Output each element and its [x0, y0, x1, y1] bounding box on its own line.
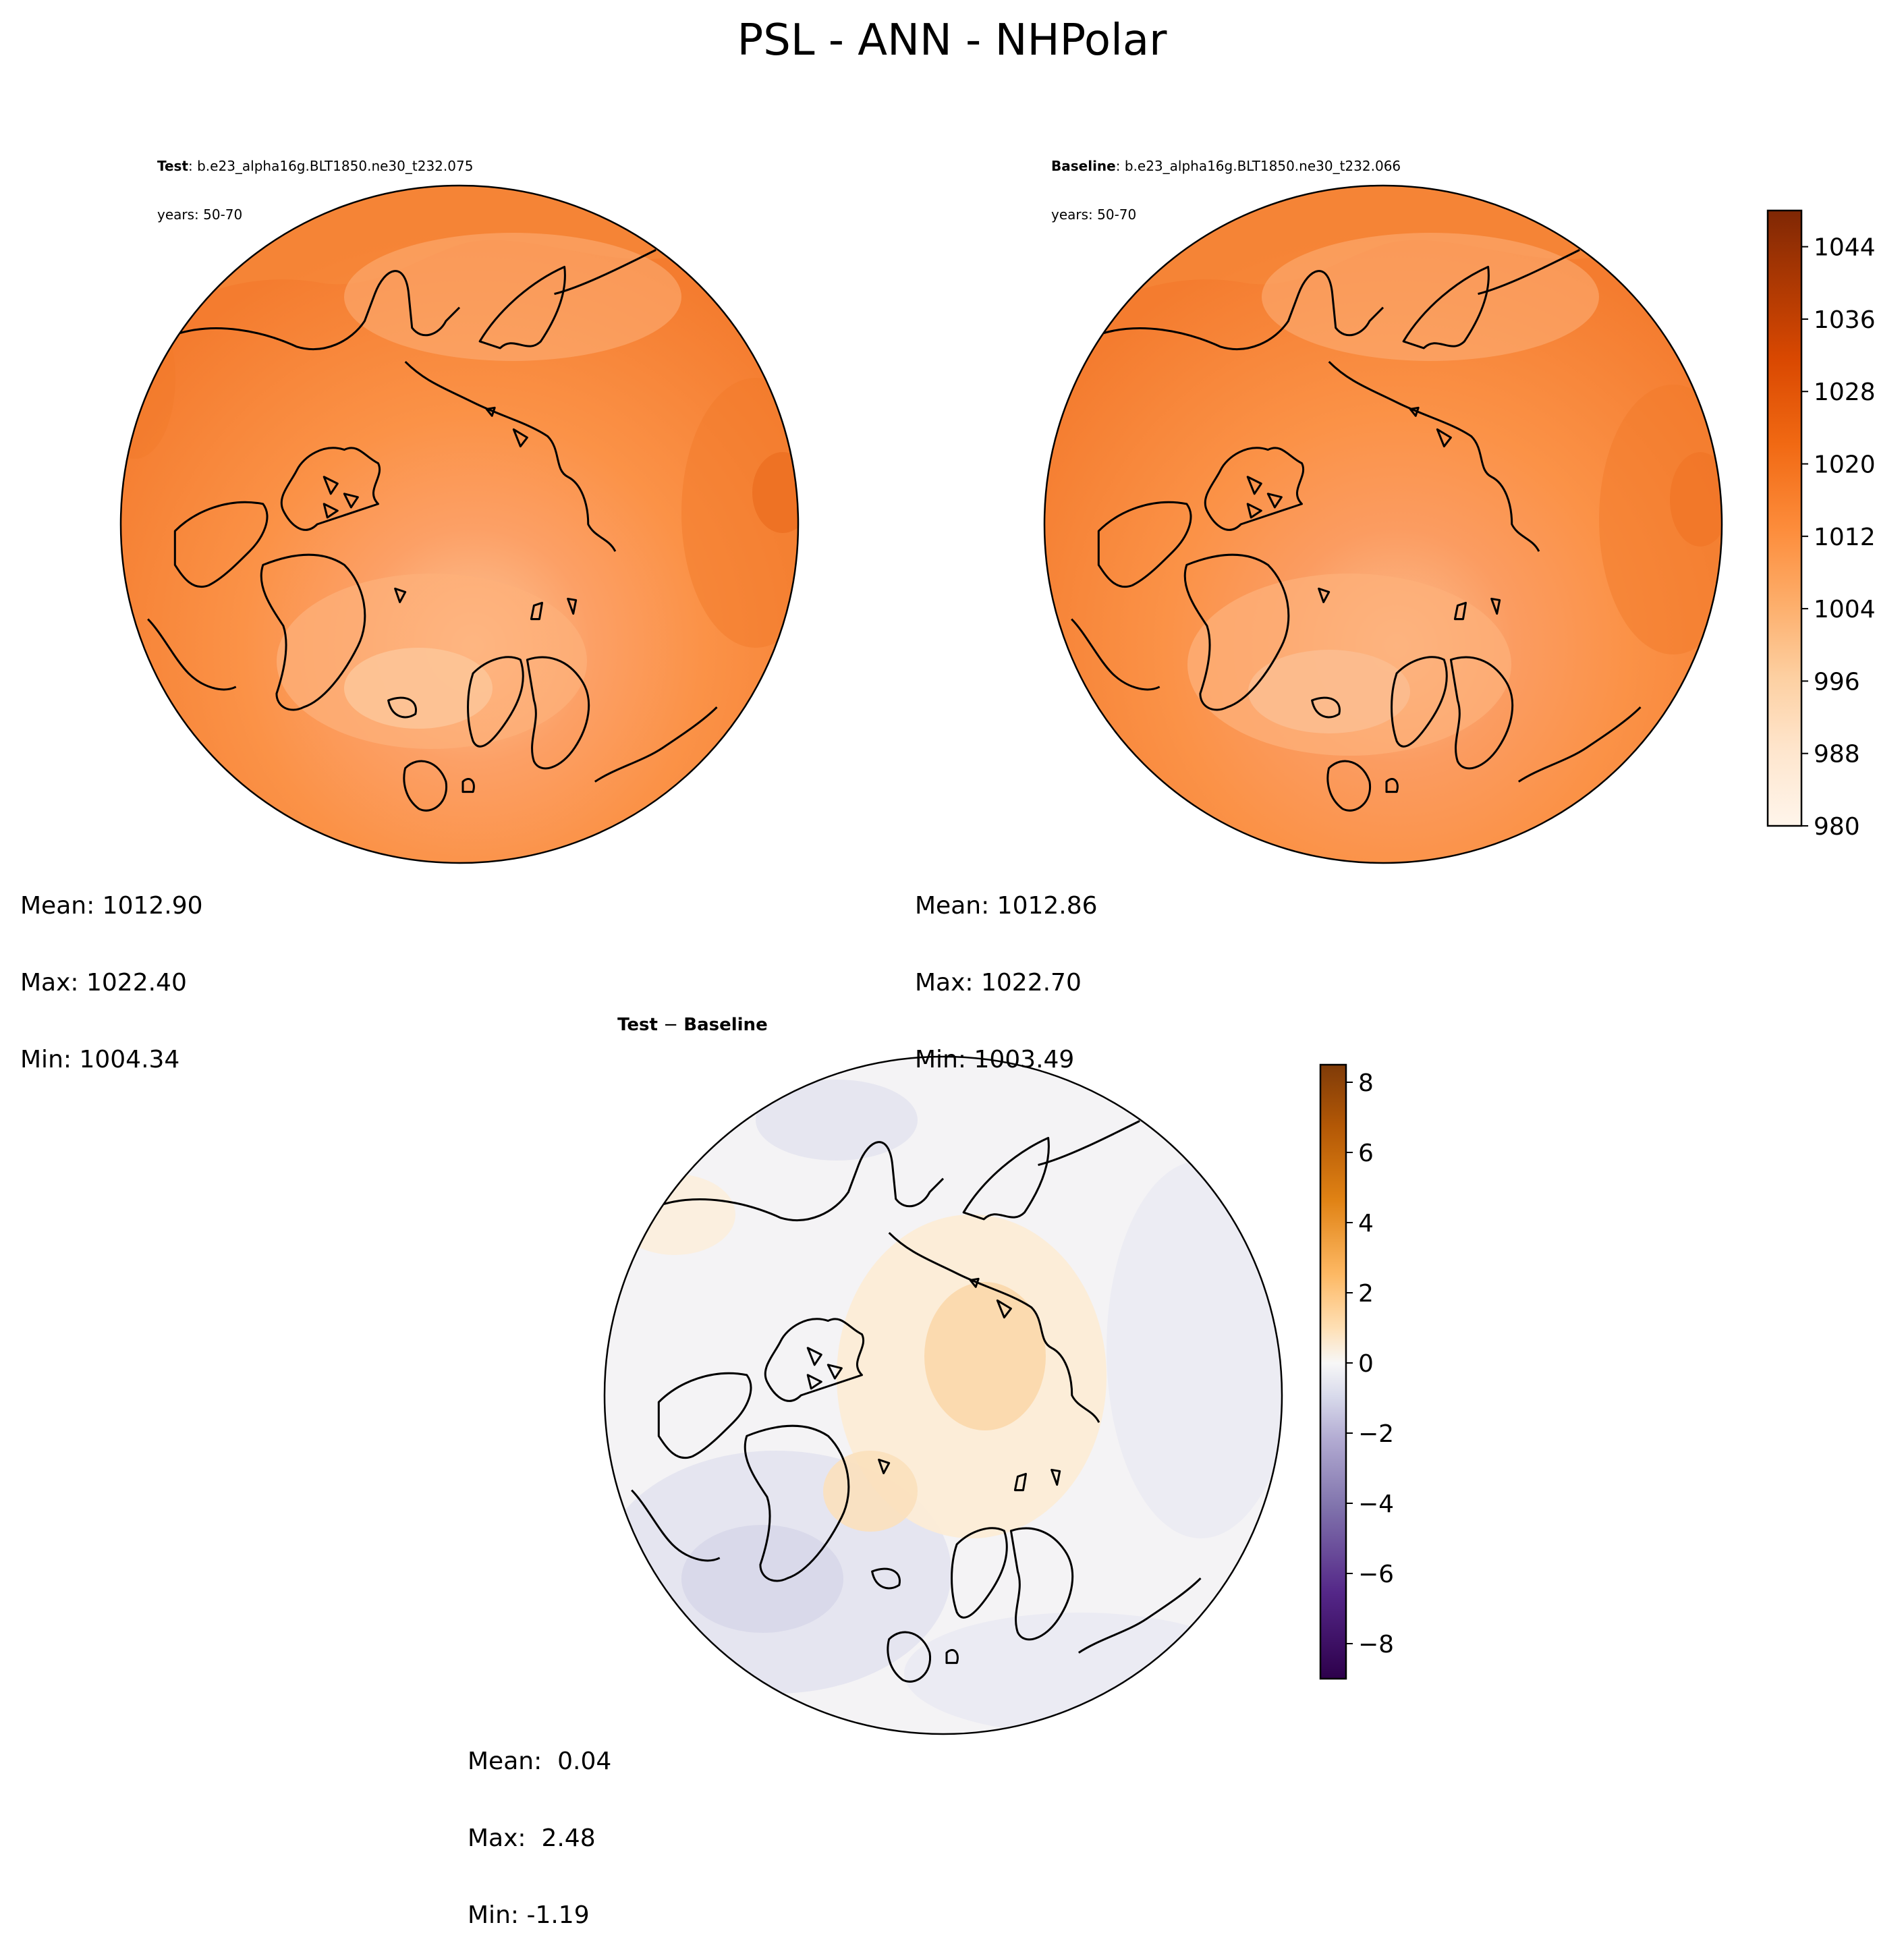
- colorbar-tick-label: 980: [1814, 813, 1860, 841]
- test-stats: Mean: 1012.90 Max: 1022.40 Min: 1004.34: [20, 842, 203, 1098]
- colorbar-tick-label: −8: [1358, 1631, 1394, 1658]
- contour-pos: [823, 1451, 918, 1532]
- colorbar-tick-label: 6: [1358, 1140, 1374, 1167]
- contour-neg: [904, 1613, 1255, 1734]
- colorbar-tick-label: 1020: [1814, 451, 1876, 479]
- colorbar-tick-label: 1036: [1814, 306, 1876, 334]
- test-case: : b.e23_alpha16g.BLT1850.ne30_t232.075: [188, 158, 474, 174]
- contour-neg: [1107, 1161, 1282, 1538]
- colorbar-diff: −8 −6 −4 −2 0 2 4 6 8: [1319, 1063, 1394, 1680]
- colorbar-tick-label: −6: [1358, 1561, 1394, 1588]
- contour-pos: [614, 1174, 735, 1255]
- test-mean: Mean: 1012.90: [20, 892, 203, 920]
- test-years: years: 50-70: [157, 206, 243, 223]
- colorbar-tick-label: 1044: [1814, 234, 1876, 262]
- baseline-min: Min: 1003.49: [915, 1046, 1075, 1073]
- baseline-years: years: 50-70: [1051, 206, 1137, 223]
- contour-neg: [756, 1080, 918, 1161]
- colorbar-tick-label: 8: [1358, 1069, 1374, 1097]
- baseline-max: Max: 1022.70: [915, 969, 1082, 997]
- test-header: Test: b.e23_alpha16g.BLT1850.ne30_t232.0…: [157, 125, 473, 239]
- colorbar-tick-label: 1028: [1814, 379, 1876, 406]
- colorbar-ticks: 980 988 996 1004 1012 1020 1028 1036 1044: [1801, 234, 1876, 841]
- diff-min: Min: -1.19: [468, 1901, 590, 1929]
- diff-header: Test − Baseline: [605, 999, 768, 1034]
- contour-high: [121, 297, 175, 459]
- colorbar-psl: 980 988 996 1004 1012 1020 1028 1036 1044: [1766, 209, 1876, 841]
- colorbar-tick-label: −2: [1358, 1420, 1394, 1448]
- test-max: Max: 1022.40: [20, 969, 187, 997]
- map-baseline: [1043, 184, 1723, 864]
- contour-high: [1599, 385, 1722, 654]
- test-min: Min: 1004.34: [20, 1046, 180, 1073]
- colorbar-tick-label: 0: [1358, 1350, 1374, 1378]
- test-label: Test: [157, 158, 189, 174]
- colorbar-ticks: −8 −6 −4 −2 0 2 4 6 8: [1346, 1069, 1394, 1658]
- colorbar-tick-label: 1012: [1814, 524, 1876, 551]
- contour-low: [1248, 650, 1410, 733]
- contour-high: [681, 378, 798, 648]
- contour-neg: [681, 1525, 843, 1633]
- colorbar-tick-label: 2: [1358, 1280, 1374, 1308]
- diff-label-op: −: [657, 1015, 684, 1035]
- map-test: [119, 184, 800, 864]
- map-diff: [603, 1055, 1283, 1735]
- colorbar-tick-label: −4: [1358, 1490, 1394, 1518]
- contour-low: [344, 233, 681, 361]
- diff-mean: Mean: 0.04: [468, 1748, 612, 1775]
- figure-title: PSL - ANN - NHPolar: [737, 16, 1167, 65]
- baseline-case: : b.e23_alpha16g.BLT1850.ne30_t232.066: [1115, 158, 1401, 174]
- baseline-mean: Mean: 1012.86: [915, 892, 1098, 920]
- contour-pos: [924, 1282, 1046, 1430]
- diff-max: Max: 2.48: [468, 1824, 596, 1852]
- colorbar-tick-label: 1004: [1814, 596, 1876, 623]
- contour-low: [344, 648, 493, 729]
- colorbar-tick-label: 4: [1358, 1210, 1374, 1237]
- diff-stats: Mean: 0.04 Max: 2.48 Min: -1.19: [468, 1698, 611, 1954]
- baseline-stats: Mean: 1012.86 Max: 1022.70 Min: 1003.49: [915, 842, 1098, 1098]
- diff-label-baseline: Baseline: [683, 1015, 768, 1035]
- baseline-label: Baseline: [1051, 158, 1116, 174]
- baseline-header: Baseline: b.e23_alpha16g.BLT1850.ne30_t2…: [1051, 125, 1401, 239]
- colorbar-tick-label: 988: [1814, 741, 1860, 769]
- diff-label-test: Test: [617, 1015, 658, 1035]
- colorbar-tick-label: 996: [1814, 668, 1860, 696]
- contour-low: [1262, 233, 1599, 361]
